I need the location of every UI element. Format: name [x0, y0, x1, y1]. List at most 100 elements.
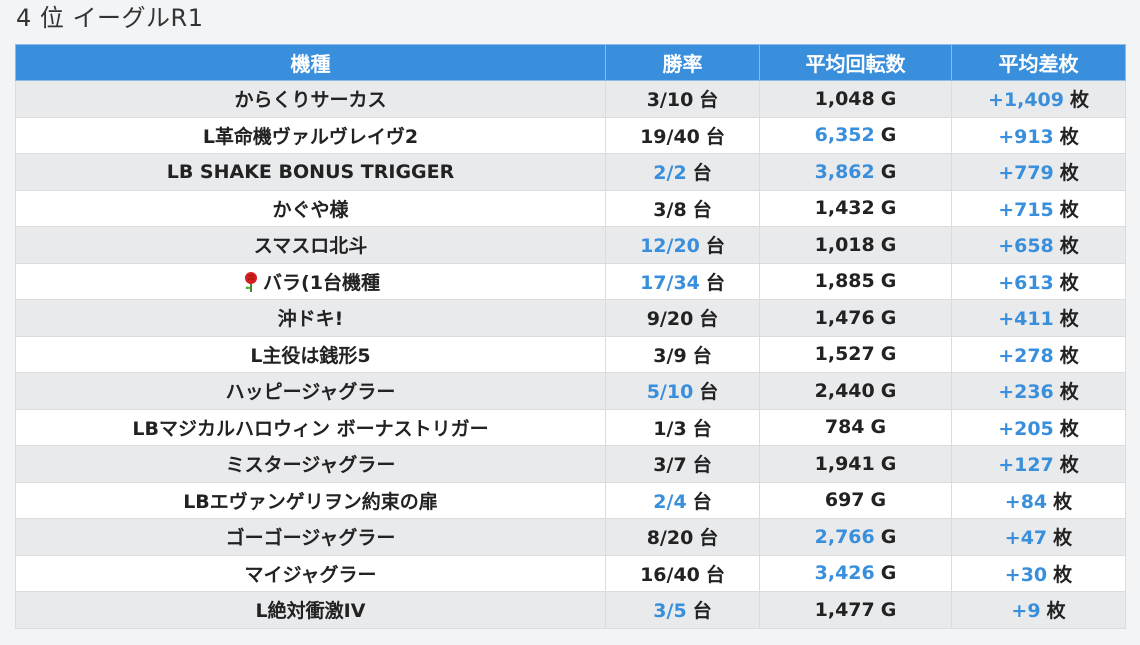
- header-win-rate[interactable]: 勝率: [605, 44, 760, 81]
- win-rate-unit: 台: [692, 344, 712, 367]
- avg-diff-value: +9: [1011, 600, 1041, 623]
- header-machine[interactable]: 機種: [15, 44, 606, 81]
- avg-diff-cell: +47 枚: [951, 518, 1126, 556]
- win-rate-cell: 17/34 台: [605, 262, 760, 300]
- avg-spins-unit: G: [880, 343, 897, 366]
- machine-name-cell: L主役は銭形5: [15, 335, 606, 373]
- table-row[interactable]: ミスタージャグラー 3/7 台 1,941 G +127 枚: [15, 445, 1126, 483]
- avg-spins-unit: G: [880, 379, 897, 402]
- avg-diff-value: +127: [998, 454, 1054, 477]
- machine-name[interactable]: LBマジカルハロウィン ボーナストリガー: [132, 417, 489, 440]
- avg-spins-unit: G: [880, 525, 897, 548]
- table-row[interactable]: かぐや様 3/8 台 1,432 G +715 枚: [15, 189, 1126, 227]
- win-rate-cell: 3/8 台: [605, 189, 760, 227]
- header-avg-spins[interactable]: 平均回転数: [759, 44, 952, 81]
- avg-diff-cell: +658 枚: [951, 226, 1126, 264]
- avg-diff-unit: 枚: [1053, 490, 1073, 513]
- avg-diff-cell: +1,409 枚: [951, 80, 1126, 118]
- avg-diff-unit: 枚: [1059, 271, 1079, 294]
- avg-spins-unit: G: [880, 233, 897, 256]
- win-rate-unit: 台: [692, 162, 712, 185]
- machine-name[interactable]: スマスロ北斗: [253, 235, 368, 258]
- table-row[interactable]: ハッピージャグラー 5/10 台 2,440 G +236 枚: [15, 372, 1126, 410]
- machine-name-cell: ゴーゴージャグラー: [15, 518, 606, 556]
- table-row[interactable]: からくりサーカス 3/10 台 1,048 G +1,409 枚: [15, 80, 1126, 118]
- machine-name[interactable]: LB SHAKE BONUS TRIGGER: [166, 160, 455, 183]
- avg-diff-unit: 枚: [1053, 527, 1073, 550]
- machine-name[interactable]: L主役は銭形5: [250, 344, 371, 367]
- win-rate-value: 9/20: [646, 308, 694, 331]
- avg-diff-value: +658: [998, 235, 1054, 258]
- machine-name[interactable]: マイジャグラー: [244, 563, 377, 586]
- avg-spins-cell: 1,432 G: [759, 189, 952, 227]
- machine-name[interactable]: ミスタージャグラー: [225, 454, 396, 477]
- machine-name[interactable]: バラ(1台機種: [263, 271, 380, 294]
- machine-name-cell: L絶対衝激IV: [15, 591, 606, 629]
- table-row[interactable]: L革命機ヴァルヴレイヴ2 19/40 台 6,352 G +913 枚: [15, 116, 1126, 154]
- win-rate-cell: 3/10 台: [605, 80, 760, 118]
- table-row[interactable]: LBマジカルハロウィン ボーナストリガー 1/3 台 784 G +205 枚: [15, 408, 1126, 446]
- avg-spins-cell: 784 G: [759, 408, 952, 446]
- win-rate-unit: 台: [699, 381, 719, 404]
- win-rate-unit: 台: [692, 600, 712, 623]
- machine-name-cell: かぐや様: [15, 189, 606, 227]
- table-row[interactable]: バラ(1台機種 17/34 台 1,885 G +613 枚: [15, 262, 1126, 300]
- win-rate-cell: 12/20 台: [605, 226, 760, 264]
- table-row[interactable]: スマスロ北斗 12/20 台 1,018 G +658 枚: [15, 226, 1126, 264]
- avg-diff-unit: 枚: [1059, 381, 1079, 404]
- page-title: 4 位 イーグルR1: [16, 4, 204, 32]
- machine-name[interactable]: 沖ドキ!: [277, 308, 344, 331]
- machine-name-cell: LB SHAKE BONUS TRIGGER: [15, 153, 606, 191]
- machine-name[interactable]: からくりサーカス: [234, 89, 387, 112]
- header-avg-diff[interactable]: 平均差枚: [951, 44, 1126, 81]
- avg-diff-value: +715: [998, 198, 1054, 221]
- win-rate-value: 2/2: [653, 162, 687, 185]
- table-row[interactable]: マイジャグラー 16/40 台 3,426 G +30 枚: [15, 554, 1126, 592]
- machine-name[interactable]: L絶対衝激IV: [255, 600, 366, 623]
- machine-name[interactable]: かぐや様: [272, 198, 349, 221]
- machine-name[interactable]: ゴーゴージャグラー: [225, 527, 396, 550]
- avg-spins-unit: G: [880, 270, 897, 293]
- win-rate-unit: 台: [705, 271, 725, 294]
- avg-diff-cell: +779 枚: [951, 153, 1126, 191]
- avg-diff-unit: 枚: [1059, 308, 1079, 331]
- win-rate-value: 16/40: [640, 563, 700, 586]
- table-row[interactable]: 沖ドキ! 9/20 台 1,476 G +411 枚: [15, 299, 1126, 337]
- win-rate-cell: 3/5 台: [605, 591, 760, 629]
- avg-spins-value: 1,477: [814, 598, 875, 621]
- table-row[interactable]: L主役は銭形5 3/9 台 1,527 G +278 枚: [15, 335, 1126, 373]
- machine-name-cell: からくりサーカス: [15, 80, 606, 118]
- avg-spins-value: 697: [824, 489, 865, 512]
- avg-spins-value: 1,018: [814, 233, 875, 256]
- table-row[interactable]: LBエヴァンゲリヲン約束の扉 2/4 台 697 G +84 枚: [15, 481, 1126, 519]
- win-rate-unit: 台: [705, 125, 725, 148]
- machine-name[interactable]: L革命機ヴァルヴレイヴ2: [202, 125, 419, 148]
- avg-spins-cell: 3,426 G: [759, 554, 952, 592]
- win-rate-unit: 台: [699, 527, 719, 550]
- avg-spins-unit: G: [880, 452, 897, 475]
- table-row[interactable]: L絶対衝激IV 3/5 台 1,477 G +9 枚: [15, 591, 1126, 629]
- avg-spins-value: 784: [824, 416, 865, 439]
- win-rate-unit: 台: [699, 89, 719, 112]
- avg-spins-unit: G: [880, 562, 897, 585]
- win-rate-value: 3/7: [653, 454, 687, 477]
- machine-name[interactable]: ハッピージャグラー: [225, 381, 396, 404]
- win-rate-value: 5/10: [646, 381, 694, 404]
- avg-diff-cell: +205 枚: [951, 408, 1126, 446]
- machine-name[interactable]: LBエヴァンゲリヲン約束の扉: [183, 490, 438, 513]
- avg-spins-value: 1,527: [814, 343, 875, 366]
- machine-name-cell: 沖ドキ!: [15, 299, 606, 337]
- avg-diff-cell: +9 枚: [951, 591, 1126, 629]
- win-rate-unit: 台: [692, 454, 712, 477]
- win-rate-cell: 3/9 台: [605, 335, 760, 373]
- avg-diff-unit: 枚: [1059, 235, 1079, 258]
- avg-spins-value: 1,432: [814, 197, 875, 220]
- avg-spins-unit: G: [880, 160, 897, 183]
- win-rate-value: 3/9: [653, 344, 687, 367]
- table-row[interactable]: ゴーゴージャグラー 8/20 台 2,766 G +47 枚: [15, 518, 1126, 556]
- avg-spins-unit: G: [870, 416, 887, 439]
- avg-diff-unit: 枚: [1070, 89, 1090, 112]
- win-rate-value: 12/20: [640, 235, 700, 258]
- win-rate-cell: 2/2 台: [605, 153, 760, 191]
- table-row[interactable]: LB SHAKE BONUS TRIGGER 2/2 台 3,862 G +779 枚: [15, 153, 1126, 191]
